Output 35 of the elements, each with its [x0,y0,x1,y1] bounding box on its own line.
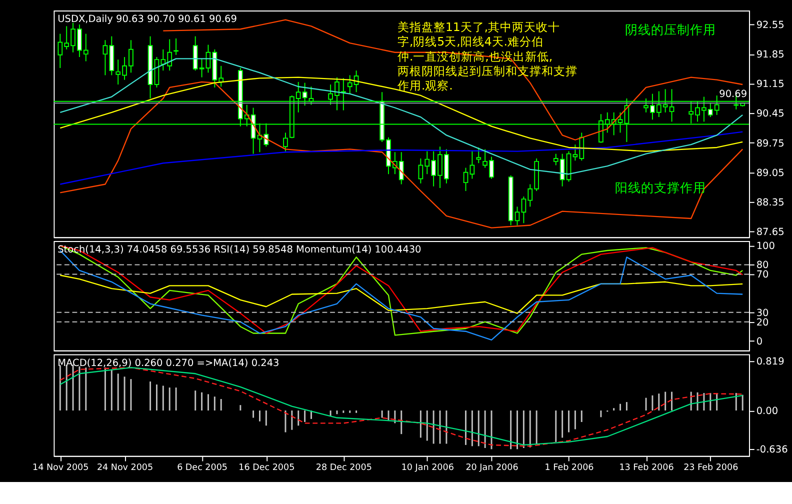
chart-title: USDX,Daily 90.63 90.70 90.61 90.69 [58,14,237,26]
x-tick-label: 13 Feb 2006 [619,463,674,474]
candlestick [476,146,482,164]
y-tick-label: 0.819 [756,356,784,368]
x-tick-label: 1 Feb 2006 [544,463,594,474]
candlestick [174,38,178,56]
y-tick-label: 0 [756,336,763,348]
chart-title: MACD(12,26,9) 0.260 0.270 =>MA(14) 0.243 [58,358,280,369]
ref-line-label: 90.69 [719,89,748,100]
y-tick-label: 20 [756,317,769,328]
x-tick-label: 28 Dec 2005 [316,463,372,474]
y-tick-label: 80 [756,260,769,272]
y-tick-label: 87.65 [756,227,784,238]
y-tick-label: 0.00 [756,406,778,417]
annotation: 阴线的压制作用 [625,22,716,37]
y-tick-label: 92.55 [756,20,784,31]
x-tick-label: 20 Jan 2006 [466,463,519,474]
x-tick-label: 23 Feb 2006 [684,463,739,474]
x-tick-label: 16 Dec 2005 [238,463,295,474]
y-tick-label: 100 [756,241,775,252]
x-tick-label: 6 Dec 2005 [177,463,228,474]
y-tick-label: 88.35 [756,197,784,208]
line-series [60,274,744,314]
y-tick-label: 91.85 [756,49,784,60]
y-tick-label: 30 [756,308,769,319]
y-tick-label: 70 [756,270,769,281]
x-tick-label: 10 Jan 2006 [401,463,454,474]
y-tick-label: -0.636 [756,444,788,456]
x-tick-label: 14 Nov 2005 [32,463,89,474]
y-tick-label: 89.05 [756,168,784,179]
y-tick-label: 89.75 [756,138,784,150]
y-tick-label: 91.15 [756,79,784,90]
x-tick-label: 24 Nov 2005 [96,463,154,474]
annotation: 阳线的支撑作用 [615,180,706,196]
y-tick-label: 90.45 [756,108,784,120]
